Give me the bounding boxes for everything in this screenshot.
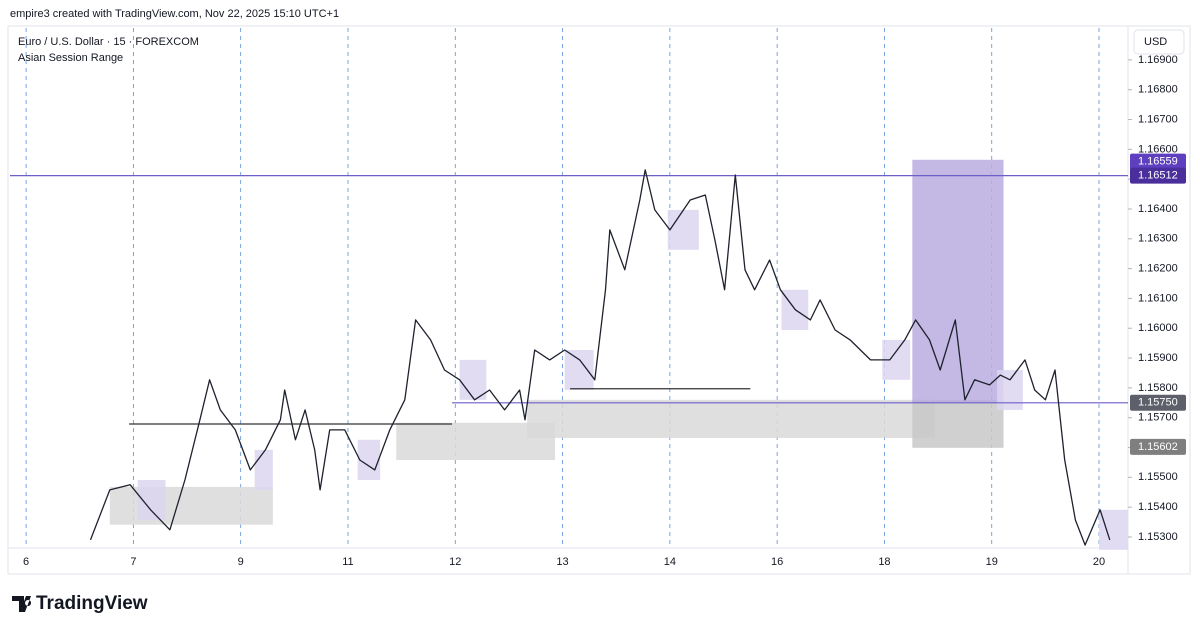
chart-title: Euro / U.S. Dollar · 15 · FOREXCOM [18, 36, 199, 48]
x-tick-label: 18 [878, 556, 890, 568]
price-marker-label: 1.16559 [1138, 155, 1178, 167]
y-tick-label: 1.15300 [1138, 531, 1178, 543]
x-tick-label: 12 [449, 556, 461, 568]
y-tick-label: 1.16700 [1138, 113, 1178, 125]
zone [527, 399, 935, 438]
y-tick-label: 1.15700 [1138, 412, 1178, 424]
y-tick-label: 1.15800 [1138, 382, 1178, 394]
chart-subtitle: Asian Session Range [18, 52, 123, 64]
x-tick-label: 16 [771, 556, 783, 568]
y-tick-label: 1.16200 [1138, 263, 1178, 275]
currency-button[interactable] [1133, 29, 1185, 55]
y-axis-label: USD [1144, 36, 1167, 48]
logo-icon [12, 596, 32, 612]
zone [459, 359, 487, 400]
zone [912, 399, 1004, 448]
brand-logo: TradingView [12, 593, 148, 614]
plot-area [10, 28, 1128, 550]
price-line [89, 169, 1111, 546]
x-tick-label: 14 [664, 556, 676, 568]
y-tick-label: 1.15500 [1138, 471, 1178, 483]
y-tick-label: 1.16100 [1138, 292, 1178, 304]
brand-name: TradingView [36, 593, 148, 614]
x-tick-label: 6 [23, 556, 29, 568]
price-marker [1130, 167, 1186, 184]
y-tick-label: 1.16000 [1138, 322, 1178, 334]
y-tick-label: 1.16400 [1138, 203, 1178, 215]
price-marker-label: 1.15602 [1138, 441, 1178, 453]
zone [357, 439, 381, 481]
zone [109, 486, 273, 525]
price-marker [1130, 394, 1186, 411]
x-tick-label: 7 [130, 556, 136, 568]
x-tick-label: 19 [986, 556, 998, 568]
y-tick-label: 1.16800 [1138, 84, 1178, 96]
price-marker-label: 1.15750 [1138, 397, 1178, 409]
zone [1099, 509, 1128, 550]
x-tick-label: 13 [556, 556, 568, 568]
y-tick-label: 1.16600 [1138, 143, 1178, 155]
price-marker-label: 1.16512 [1138, 169, 1178, 181]
price-marker [1130, 438, 1186, 455]
y-tick-label: 1.16300 [1138, 233, 1178, 245]
zone [667, 209, 699, 250]
chart-frame [7, 25, 1191, 575]
x-tick-label: 11 [342, 556, 353, 568]
x-tick-label: 9 [238, 556, 244, 568]
zone [254, 449, 273, 490]
zone [912, 159, 1004, 403]
y-tick-label: 1.15900 [1138, 352, 1178, 364]
y-tick-label: 1.15400 [1138, 501, 1178, 513]
y-tick-label: 1.16900 [1138, 54, 1178, 66]
price-marker [1130, 153, 1186, 170]
x-tick-label: 20 [1093, 556, 1105, 568]
zone [564, 350, 594, 390]
header: empire3 created with TradingView.com, No… [10, 8, 339, 20]
